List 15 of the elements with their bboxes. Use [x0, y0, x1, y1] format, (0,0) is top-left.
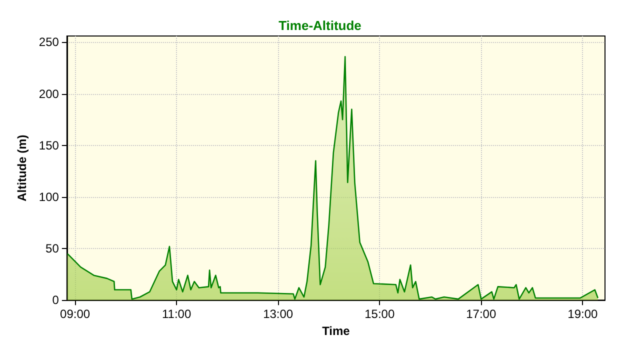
y-tick-label: 0 — [52, 293, 60, 308]
y-tick-label: 50 — [46, 242, 60, 256]
x-tick-label: 17:00 — [466, 307, 496, 322]
y-tick-label: 100 — [38, 190, 60, 204]
x-tick-label: 19:00 — [568, 307, 598, 322]
y-tick-label: 250 — [38, 35, 60, 50]
y-axis-title: Altitude (m) — [15, 134, 29, 202]
y-tick-label: 150 — [38, 138, 60, 152]
x-tick-label: 09:00 — [60, 307, 90, 322]
chart-title: Time-Altitude — [278, 18, 362, 33]
x-tick-label: 15:00 — [364, 307, 395, 322]
x-tick-label: 11:00 — [162, 307, 192, 322]
x-tick-label: 13:00 — [263, 307, 294, 322]
y-tick-label: 200 — [38, 86, 60, 101]
x-axis-title: Time — [322, 324, 350, 338]
